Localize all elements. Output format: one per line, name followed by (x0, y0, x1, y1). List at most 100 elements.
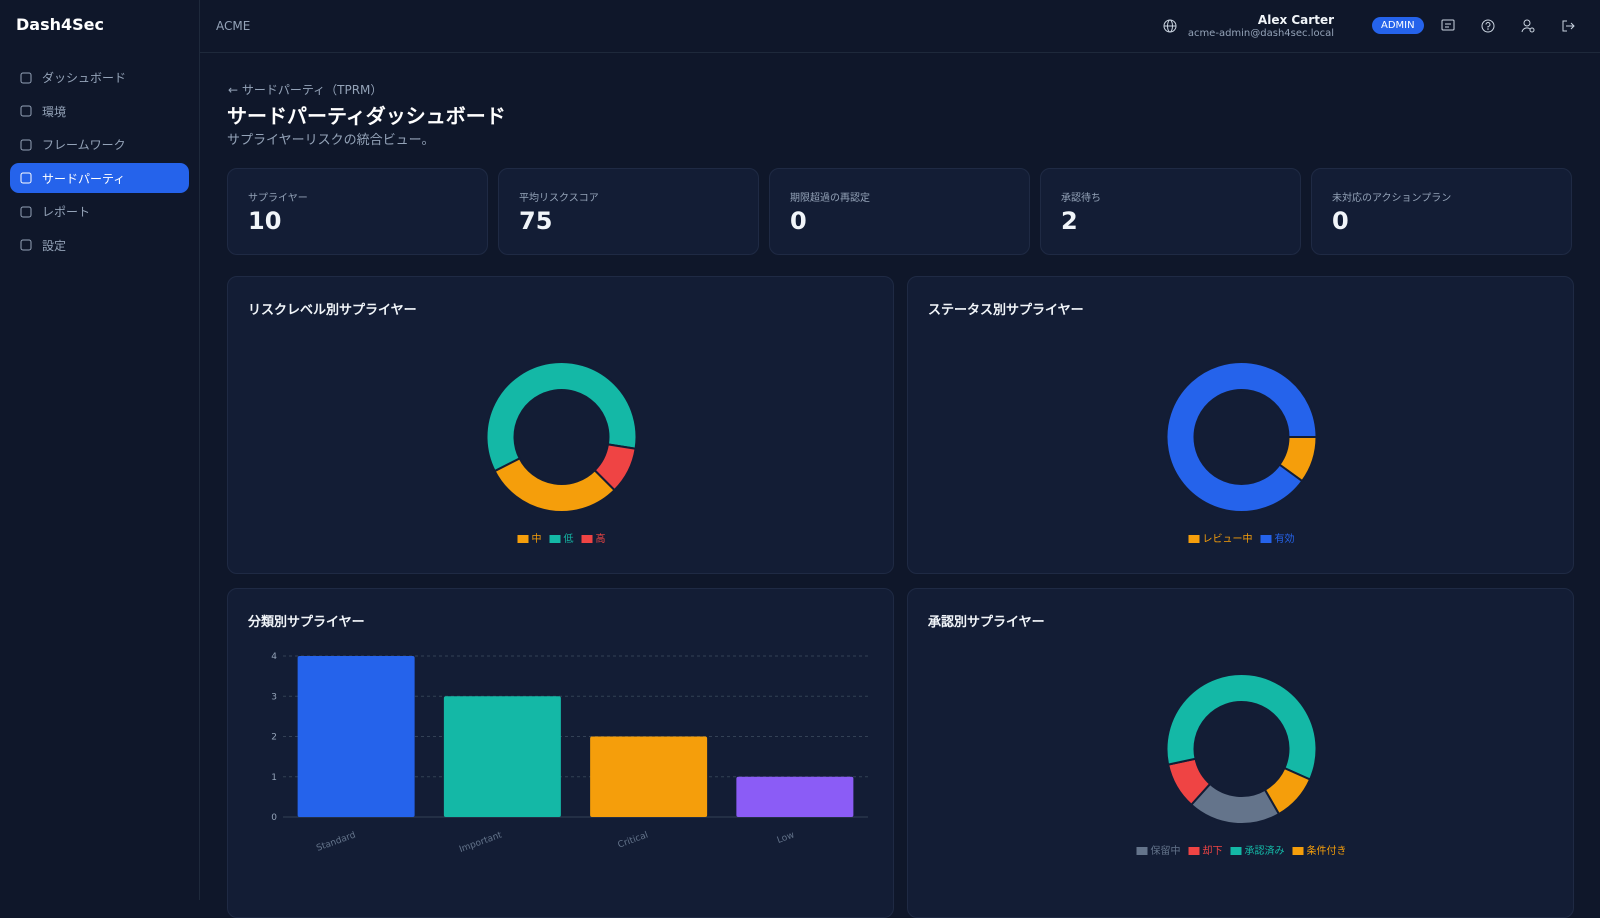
icon-shape (20, 105, 32, 117)
legend-swatch (517, 535, 529, 543)
chart: 保留中 却下 承認済み 条件付き (1136, 673, 1347, 857)
bar (590, 736, 708, 817)
donut-segment (593, 443, 637, 492)
y-tick-label: 3 (271, 692, 277, 702)
chart-card: ステータス別サプライヤーレビュー中 有効 (907, 276, 1574, 574)
kpi-label: サプライヤー (248, 193, 308, 204)
chart: レビュー中 有効 (1165, 361, 1318, 545)
page-subtitle: サプライヤーリスクの統合ビュー。 (227, 133, 435, 148)
language-icon[interactable] (1162, 18, 1178, 34)
kpi-card: 期限超過の再認定 0 (769, 168, 1030, 255)
legend-swatch (1292, 847, 1304, 855)
y-tick-label: 2 (271, 733, 277, 743)
chart: 中低高 (485, 361, 638, 545)
legend-label: 低 (564, 533, 574, 545)
org-name: ACME (216, 19, 251, 33)
nav-item[interactable]: 設定 (10, 230, 189, 260)
donut-segment (1165, 361, 1318, 513)
account-icon[interactable] (1520, 18, 1536, 34)
nav-label: フレームワーク (42, 138, 126, 152)
user-email: acme-admin@dash4sec.local (1187, 28, 1334, 39)
icon-shape (20, 139, 32, 150)
nav-label: サードパーティ (42, 171, 126, 186)
legend: レビュー中 有効 (1188, 532, 1295, 545)
kpi-value: 2 (1061, 207, 1078, 235)
nav-item[interactable]: レポート (10, 197, 189, 227)
y-tick-label: 1 (271, 773, 277, 783)
icon-shape (20, 72, 32, 83)
kpi-card: サプライヤー 10 (227, 168, 488, 255)
x-tick-label: Important (458, 830, 504, 855)
legend-label: 却下 (1203, 845, 1223, 857)
kpi-value: 0 (790, 207, 807, 235)
legend-swatch (1188, 847, 1200, 855)
kpi-value: 0 (1332, 207, 1349, 235)
x-tick-label: Standard (315, 830, 357, 853)
page-title: サードパーティダッシュボード (227, 104, 506, 128)
chart-card: 承認別サプライヤー 保留中 却下 承認済み 条件付き (907, 588, 1574, 918)
bar (297, 656, 415, 817)
legend-swatch (1230, 847, 1242, 855)
kpi-label: 平均リスクスコア (519, 193, 599, 204)
kpi-card: 承認待ち 2 (1040, 168, 1301, 255)
breadcrumb[interactable]: ← サードパーティ（TPRM） (228, 83, 383, 97)
donut-segment (1263, 766, 1312, 816)
legend-label: 承認済み (1245, 845, 1285, 857)
nav-icon (20, 239, 32, 251)
bar (736, 776, 854, 817)
nav-icon (20, 206, 32, 217)
nav-label: 設定 (42, 238, 67, 253)
y-tick-label: 0 (271, 813, 277, 823)
icon-shape (20, 239, 32, 251)
brand[interactable]: Dash4Sec (16, 15, 104, 34)
kpi-card: 平均リスクスコア 75 (498, 168, 759, 255)
legend-swatch (1260, 535, 1272, 543)
x-tick-label: Critical (617, 830, 650, 850)
chart-title: 承認別サプライヤー (928, 615, 1045, 630)
breadcrumb-text[interactable]: サードパーティ（TPRM） (241, 83, 383, 97)
legend-swatch (549, 535, 561, 543)
nav-item[interactable]: フレームワーク (10, 130, 189, 160)
chart-card: リスクレベル別サプライヤー中 低 高 (227, 276, 894, 574)
donut-segment (485, 361, 638, 473)
nav-icon (20, 172, 32, 184)
nav-item[interactable]: 環境 (10, 96, 189, 126)
messages-icon[interactable] (1440, 18, 1456, 34)
nav-label: 環境 (42, 104, 67, 119)
kpi-label: 期限超過の再認定 (790, 193, 870, 204)
legend: 中低高 (517, 532, 606, 545)
legend-swatch (581, 535, 593, 543)
chart-card: 分類別サプライヤー 0 1 2 3 4 Standard Important Critical L… (227, 588, 894, 918)
nav-label: レポート (42, 205, 91, 219)
kpi-label: 承認待ち (1061, 193, 1101, 204)
kpi-card: 未対応のアクションプラン 0 (1311, 168, 1572, 255)
y-tick-label: 4 (271, 652, 277, 662)
nav-icon (20, 139, 32, 150)
role-badge: ADMIN (1372, 17, 1424, 34)
legend-swatch (1188, 535, 1200, 543)
bar (443, 696, 561, 817)
donut-segment (493, 456, 616, 513)
nav-icon (20, 72, 32, 83)
chart: 0 1 2 3 4 Standard Important Critical Low (271, 652, 868, 855)
user-name: Alex Carter (1257, 13, 1334, 27)
nav-item[interactable]: ダッシュボード (10, 63, 189, 93)
legend-label: 条件付き (1307, 844, 1347, 857)
chart-title: ステータス別サプライヤー (928, 303, 1084, 318)
help-icon[interactable] (1480, 18, 1496, 34)
kpi-label: 未対応のアクションプラン (1332, 193, 1452, 204)
x-tick-label: Low (776, 830, 796, 845)
top-bar: ACME Alex Carter acme-admin@dash4sec.loc… (200, 0, 1600, 53)
nav-item[interactable]: サードパーティ (10, 163, 189, 193)
chart-title: 分類別サプライヤー (248, 615, 365, 630)
legend-label: 中 (532, 532, 542, 545)
icon-shape (20, 172, 32, 184)
logout-icon[interactable] (1560, 18, 1576, 34)
nav-label: ダッシュボード (42, 71, 127, 85)
kpi-value: 10 (248, 207, 282, 235)
legend-label: 高 (596, 532, 606, 545)
icon-shape (20, 206, 32, 217)
legend-label: レビュー中 (1203, 532, 1253, 545)
sidebar: Dash4Sec ダッシュボード 環境フレームワーク サードパーティ レポート設定 (0, 0, 200, 900)
